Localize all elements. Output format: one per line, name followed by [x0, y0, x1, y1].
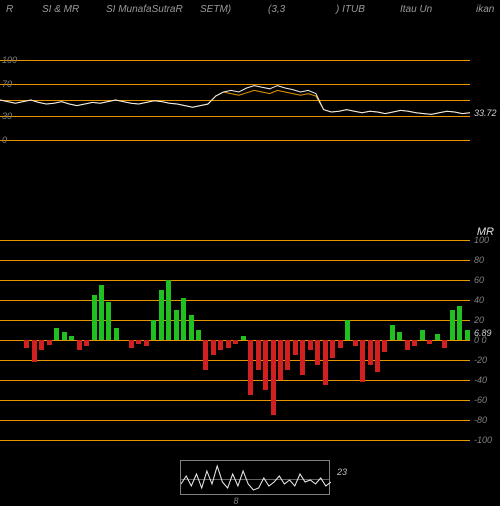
- header-item: R: [6, 4, 13, 15]
- mr-bar: [465, 330, 470, 340]
- mr-bar: [345, 320, 350, 340]
- mr-bar: [47, 340, 52, 345]
- header-item: (3,3: [268, 4, 285, 15]
- mr-bar: [338, 340, 343, 348]
- mr-bar: [54, 328, 59, 340]
- header-item: SI MunafaSutraR: [106, 4, 183, 15]
- mini-panel: 238: [180, 460, 330, 495]
- current-value: 33.72: [472, 108, 500, 118]
- mr-bar: [300, 340, 305, 375]
- rsi-panel: 1007030033.72: [0, 60, 500, 140]
- mr-bar: [353, 340, 358, 346]
- mr-bar: [99, 285, 104, 340]
- mr-bar: [196, 330, 201, 340]
- axis-label: 100: [472, 235, 500, 245]
- mr-bar: [203, 340, 208, 370]
- mr-bar: [442, 340, 447, 348]
- axis-label: -60: [472, 395, 500, 405]
- mr-bar: [405, 340, 410, 350]
- axis-label: 60: [472, 275, 500, 285]
- mr-bar: [106, 302, 111, 340]
- header-item: SETM): [200, 4, 231, 15]
- mr-bar: [285, 340, 290, 370]
- mr-bar: [330, 340, 335, 358]
- mr-bar: [368, 340, 373, 365]
- header-item: SI & MR: [42, 4, 79, 15]
- mr-bar: [397, 332, 402, 340]
- mr-bar: [159, 290, 164, 340]
- header-item: ikan: [476, 4, 494, 15]
- axis-label: -40: [472, 375, 500, 385]
- mr-bar: [248, 340, 253, 395]
- axis-label: 40: [472, 295, 500, 305]
- chart-header: R SI & MR SI MunafaSutraR SETM) (3,3 ) ITUB It…: [0, 4, 500, 18]
- mini-value: 23: [337, 467, 347, 477]
- mr-bar: [144, 340, 149, 346]
- mr-bar: [114, 328, 119, 340]
- mr-bar: [151, 320, 156, 340]
- mr-bar: [166, 280, 171, 340]
- axis-label: 20: [472, 315, 500, 325]
- mr-bar: [271, 340, 276, 415]
- axis-label: 80: [472, 255, 500, 265]
- mr-bar: [263, 340, 268, 390]
- mr-bar: [420, 330, 425, 340]
- mr-bar: [69, 336, 74, 340]
- mr-bar: [382, 340, 387, 352]
- mr-bar: [39, 340, 44, 350]
- mr-bar: [181, 298, 186, 340]
- axis-label: -80: [472, 415, 500, 425]
- current-value: 6.89: [472, 328, 500, 338]
- mr-bar: [32, 340, 37, 362]
- mr-bar: [211, 340, 216, 355]
- mr-bar: [308, 340, 313, 350]
- mr-bar: [218, 340, 223, 350]
- mr-bar: [315, 340, 320, 365]
- mr-bar: [62, 332, 67, 340]
- mr-bar: [278, 340, 283, 380]
- axis-label: -20: [472, 355, 500, 365]
- mr-bar: [323, 340, 328, 385]
- mr-bar: [427, 340, 432, 344]
- mr-bar: [256, 340, 261, 370]
- mr-bar: [233, 340, 238, 344]
- mini-bottom-label: 8: [234, 496, 239, 506]
- mr-bar: [412, 340, 417, 346]
- header-item: ) ITUB: [336, 4, 365, 15]
- mr-bar: [390, 325, 395, 340]
- mr-bar: [129, 340, 134, 348]
- mr-bar: [77, 340, 82, 350]
- mr-panel: 100806040200 0-20-40-60-80-1006.89: [0, 240, 500, 440]
- mr-bar: [136, 340, 141, 344]
- mr-bar: [226, 340, 231, 348]
- mr-bar: [189, 315, 194, 340]
- mr-bar: [450, 310, 455, 340]
- mr-bar: [241, 336, 246, 340]
- axis-label: -100: [472, 435, 500, 445]
- mr-bar: [24, 340, 29, 348]
- header-item: Itau Un: [400, 4, 432, 15]
- mr-bar: [457, 306, 462, 340]
- mr-bar: [360, 340, 365, 382]
- mr-bar: [174, 310, 179, 340]
- mr-bar: [435, 334, 440, 340]
- mr-bar: [293, 340, 298, 355]
- mr-bar: [84, 340, 89, 346]
- mr-bar: [92, 295, 97, 340]
- mr-bar: [375, 340, 380, 372]
